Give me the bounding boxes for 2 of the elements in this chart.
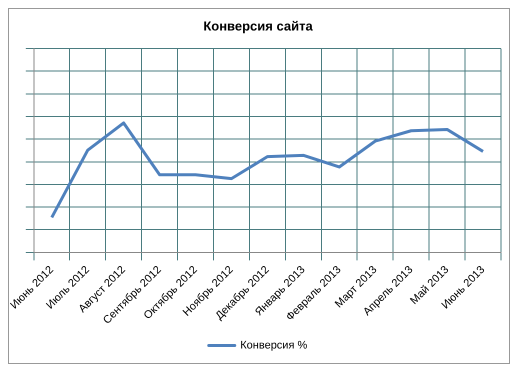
chart-title: Конверсия сайта bbox=[203, 18, 314, 34]
legend-label: Конверсия % bbox=[240, 340, 308, 352]
